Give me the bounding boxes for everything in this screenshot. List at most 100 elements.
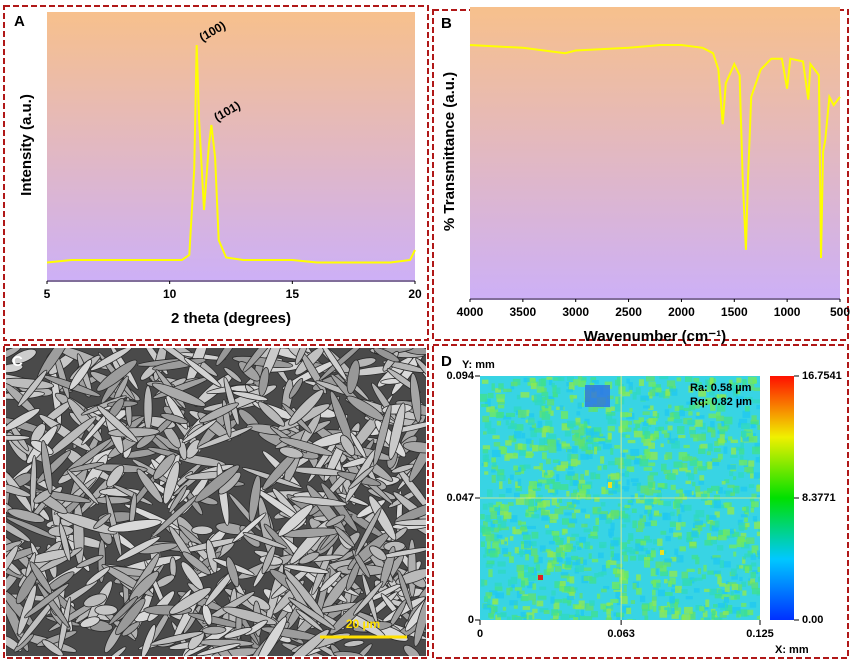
crystal [183, 357, 222, 388]
map-speckle [577, 479, 586, 487]
map-speckle [488, 502, 494, 508]
map-speckle [644, 560, 651, 568]
map-speckle [495, 592, 500, 598]
map-speckle [533, 394, 542, 403]
crystal [79, 616, 101, 628]
map-speckle [594, 406, 598, 413]
crystal [80, 395, 127, 416]
map-speckle [634, 458, 641, 464]
map-speckle [569, 537, 576, 541]
map-speckle [567, 453, 572, 461]
map-speckle [515, 485, 523, 492]
map-speckle [483, 461, 488, 468]
map-speckle [645, 376, 655, 382]
map-speckle [673, 419, 683, 424]
map-speckle [616, 614, 624, 620]
map-speckle [489, 504, 499, 513]
map-speckle [751, 493, 757, 499]
map-speckle [570, 458, 578, 467]
crystal [398, 348, 426, 356]
map-speckle [486, 541, 491, 549]
map-speckle [517, 478, 522, 486]
map-speckle [506, 616, 511, 620]
map-speckle [541, 396, 546, 404]
map-speckle [497, 400, 505, 405]
map-speckle [727, 484, 735, 488]
map-speckle [704, 539, 713, 546]
map-speckle [695, 415, 705, 419]
map-speckle [593, 526, 599, 532]
map-speckle [510, 515, 518, 523]
map-speckle [642, 608, 648, 616]
y-tick-label: 0.094 [446, 370, 474, 382]
crystal [232, 355, 294, 369]
map-speckle [730, 439, 738, 444]
map-speckle [679, 493, 684, 498]
map-speckle [555, 565, 562, 572]
map-speckle [528, 481, 538, 489]
map-speckle [738, 448, 745, 455]
map-speckle [528, 499, 534, 507]
map-speckle [753, 619, 760, 620]
map-speckle [552, 391, 558, 398]
crystal [373, 404, 392, 466]
map-speckle [607, 425, 615, 432]
map-speckle [572, 434, 581, 441]
map-speckle [528, 413, 535, 418]
map-speckle [647, 553, 654, 561]
map-speckle [556, 502, 560, 507]
crystal [6, 348, 21, 361]
map-speckle [653, 604, 657, 612]
map-speckle [735, 396, 744, 403]
map-speckle [640, 485, 648, 494]
map-speckle [560, 573, 570, 579]
crystal [152, 453, 176, 480]
map-speckle [550, 471, 555, 476]
map-speckle [532, 487, 541, 491]
map-speckle [500, 520, 507, 529]
map-speckle [639, 514, 643, 519]
map-speckle [632, 520, 637, 529]
map-speckle [664, 579, 668, 584]
map-speckle [628, 382, 633, 390]
map-speckle [551, 382, 555, 388]
map-speckle [698, 448, 706, 454]
map-speckle [510, 576, 518, 585]
map-speckle [713, 500, 721, 509]
map-speckle [696, 412, 700, 416]
map-speckle [712, 458, 721, 462]
x-tick-label: 2000 [668, 305, 695, 319]
map-speckle [591, 558, 599, 563]
map-speckle [546, 565, 554, 572]
map-speckle [742, 556, 746, 560]
map-speckle [542, 549, 551, 553]
map-speckle [495, 592, 504, 599]
map-speckle [698, 466, 707, 471]
map-speckle [699, 422, 706, 430]
crystal [402, 441, 426, 454]
crystal [185, 439, 202, 459]
map-speckle [610, 448, 614, 455]
crystal [108, 596, 139, 625]
map-speckle [660, 463, 667, 472]
map-speckle [502, 547, 509, 555]
map-speckle [594, 446, 602, 451]
map-speckle [620, 573, 627, 581]
map-speckle [710, 500, 718, 508]
crystal [10, 348, 37, 365]
map-speckle [578, 600, 585, 608]
panel-label: D [441, 353, 452, 370]
map-speckle [514, 470, 521, 475]
map-speckle [659, 376, 669, 380]
map-speckle [638, 554, 647, 561]
map-speckle [539, 438, 545, 446]
map-speckle [717, 487, 723, 494]
map-speckle [635, 528, 644, 533]
map-speckle [671, 611, 679, 619]
colorbar-tick-label: 16.7541 [802, 370, 842, 382]
map-speckle [642, 411, 650, 416]
map-speckle [545, 458, 551, 465]
map-speckle [531, 423, 537, 429]
map-speckle [660, 530, 667, 535]
map-speckle [552, 533, 560, 541]
